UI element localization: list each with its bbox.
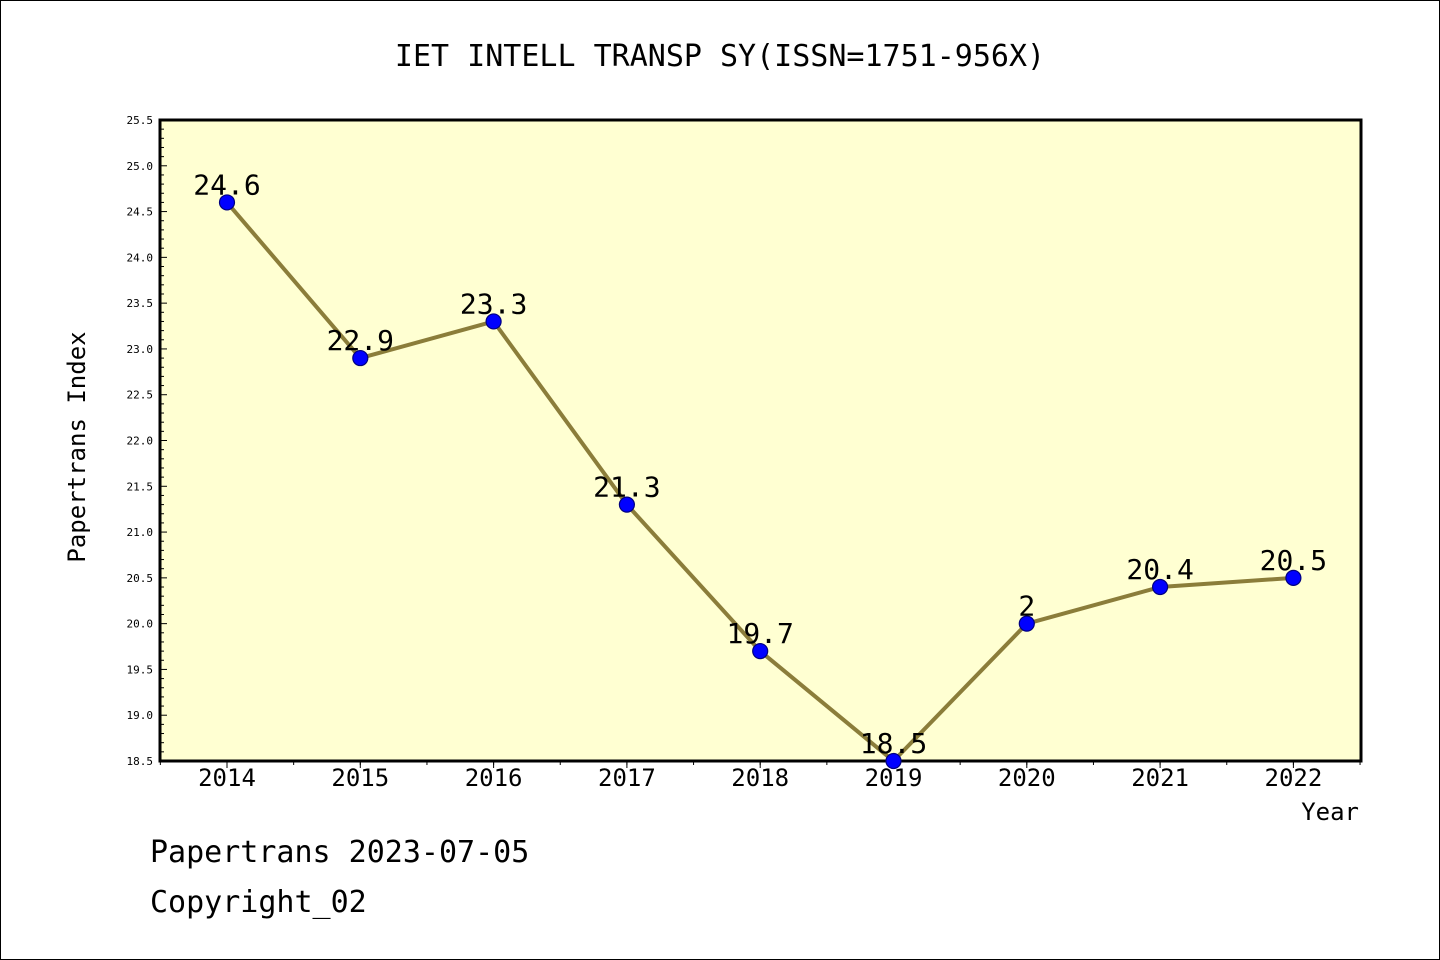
y-tick-label: 21.5 (127, 480, 154, 493)
y-tick-label: 18.5 (127, 755, 154, 768)
data-label: 19.7 (726, 617, 793, 650)
data-point (885, 752, 902, 770)
data-label: 23.3 (460, 287, 527, 320)
data-label: 21.3 (593, 471, 660, 504)
y-tick-label: 25.0 (127, 160, 154, 173)
footer-source-date: Papertrans 2023-07-05 (150, 835, 530, 870)
data-point (352, 349, 369, 367)
x-tick-label: 2020 (998, 764, 1056, 792)
y-tick-label: 25.5 (127, 114, 154, 127)
y-tick-label: 19.5 (127, 663, 154, 676)
series-layer: 24.6 22.9 23.3 21.3 19.7 18.5 2 20.4 20.5 (193, 168, 1327, 770)
data-label: 20.4 (1126, 553, 1193, 586)
data-point (1018, 615, 1035, 632)
data-point (485, 313, 502, 330)
y-tick-label: 19.0 (127, 709, 154, 722)
y-tick-label: 22.5 (127, 389, 154, 402)
data-point (1151, 578, 1169, 596)
data-label: 24.6 (193, 168, 260, 201)
data-point (618, 496, 636, 513)
y-tick-label: 23.5 (127, 297, 154, 310)
y-tick-label: 23.0 (127, 343, 154, 356)
data-label: 2 (1018, 590, 1035, 623)
chart-title: IET INTELL TRANSP SY(ISSN=1751-956X) (395, 39, 1045, 74)
data-label: 22.9 (327, 324, 394, 357)
x-tick-label: 2022 (1265, 764, 1323, 792)
x-tick-label: 2014 (198, 764, 256, 792)
y-tick-label: 20.5 (127, 572, 154, 585)
data-point (1285, 569, 1302, 586)
data-label: 20.5 (1260, 544, 1327, 577)
data-label: 18.5 (860, 727, 927, 760)
x-tick-label: 2021 (1131, 764, 1189, 792)
y-tick-label: 24.5 (127, 206, 154, 219)
x-tick-label: 2016 (465, 764, 523, 792)
x-axis: 2014 2015 2016 2017 2018 2019 2020 2021 2022 (159, 761, 1361, 792)
y-axis-label: Papertrans Index (63, 331, 91, 562)
data-point (752, 643, 769, 660)
y-tick-label: 20.0 (127, 618, 154, 631)
y-tick-label: 24.0 (127, 251, 154, 264)
y-tick-label: 22.0 (127, 435, 154, 448)
plot-area (158, 118, 1363, 763)
x-tick-label: 2018 (731, 764, 789, 792)
x-tick-label: 2017 (598, 764, 656, 792)
x-axis-label: Year (1301, 798, 1359, 826)
y-tick-label: 21.0 (127, 526, 154, 539)
x-tick-label: 2015 (331, 764, 389, 792)
y-axis: 18.5 19.0 19.5 20.0 20.5 21.0 21.5 22.0 22.5 23.0… (127, 114, 167, 768)
data-point (218, 194, 236, 211)
footer-copyright: Copyright_02 (150, 885, 367, 920)
